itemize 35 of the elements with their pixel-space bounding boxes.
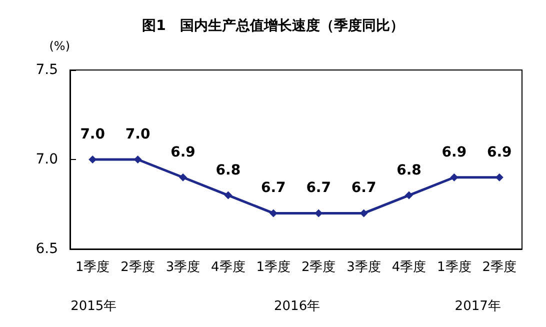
data-label: 6.7 xyxy=(306,180,332,196)
y-axis-title: (%) xyxy=(49,39,70,53)
chart-title: 图1 国内生产总值增长速度（季度同比） xyxy=(142,17,404,34)
data-label: 6.9 xyxy=(170,144,196,160)
x-tick-label: 2季度 xyxy=(482,259,517,275)
x-tick-label: 2季度 xyxy=(120,259,155,275)
data-label: 7.0 xyxy=(125,126,150,142)
text: 2015年 xyxy=(70,299,117,314)
x-tick-label: 1季度 xyxy=(75,259,110,275)
text: 2017年 xyxy=(454,299,501,314)
data-label: 6.8 xyxy=(396,162,422,178)
point xyxy=(134,156,142,164)
x-tick-label: 4季度 xyxy=(211,259,246,275)
x-tick-label: 4季度 xyxy=(392,259,426,275)
x-tick-label: 3季度 xyxy=(346,259,381,275)
text: 2016年 xyxy=(274,299,320,314)
point xyxy=(179,173,187,182)
x-tick-label: 1季度 xyxy=(437,259,472,275)
point xyxy=(495,173,504,182)
data-label: 6.9 xyxy=(486,144,512,160)
y-tick-label: 7.0 xyxy=(36,152,58,168)
y-tick-label: 6.5 xyxy=(36,241,58,257)
data-label: 6.7 xyxy=(260,180,286,196)
point xyxy=(450,173,458,182)
point xyxy=(224,191,232,200)
y-tick-label: 7.5 xyxy=(36,62,58,78)
point xyxy=(405,191,413,200)
data-label: 6.7 xyxy=(351,180,376,196)
data-label: 6.9 xyxy=(442,144,467,160)
data-label: 7.0 xyxy=(80,126,106,142)
x-tick-label: 1季度 xyxy=(256,259,291,275)
x-tick-label: 2季度 xyxy=(301,259,336,275)
x-tick-label: 3季度 xyxy=(166,259,200,275)
point xyxy=(269,209,278,218)
data-label: 6.8 xyxy=(216,162,241,178)
